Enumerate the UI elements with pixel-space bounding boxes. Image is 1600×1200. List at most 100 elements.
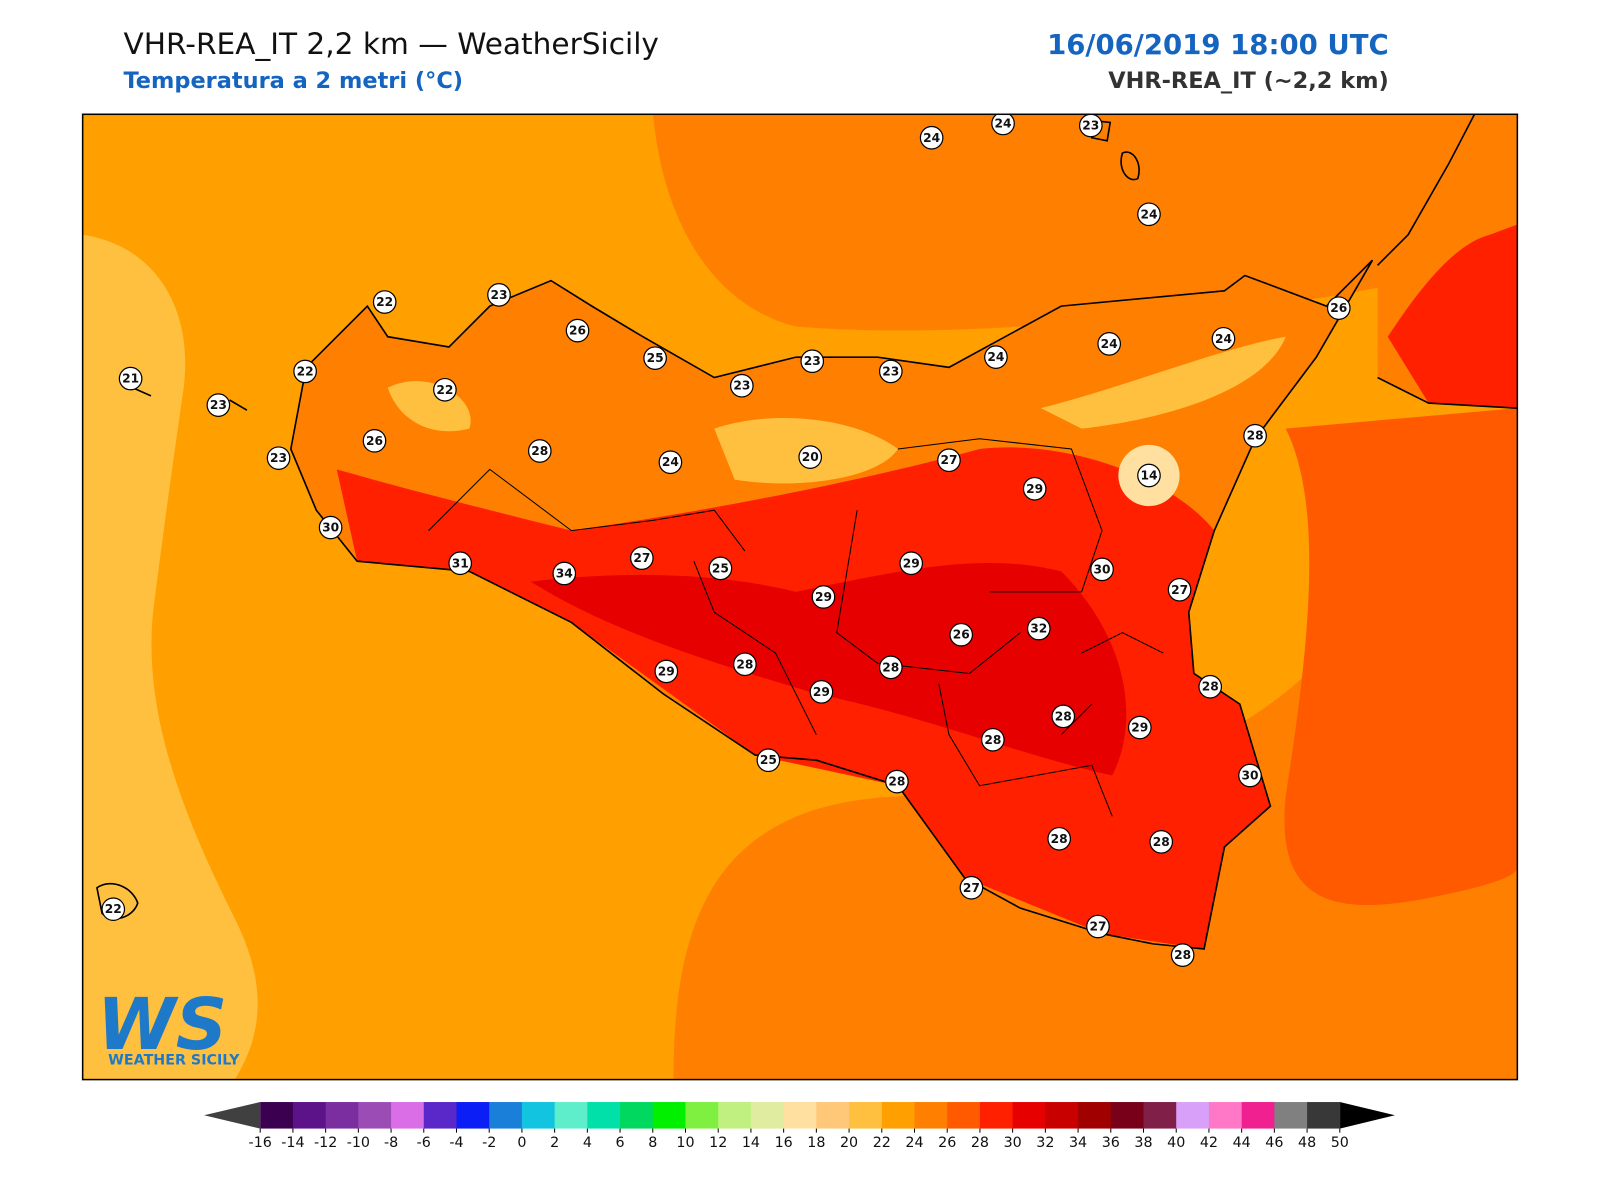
colorbar-segment	[325, 1102, 359, 1129]
colorbar-segment	[783, 1102, 817, 1129]
logo-mark: WS	[97, 983, 227, 1066]
station-value: 34	[556, 566, 573, 580]
logo: WS WEATHER SICILY	[97, 983, 240, 1068]
colorbar-segment	[358, 1102, 392, 1129]
colorbar-tick-label: 14	[742, 1135, 760, 1151]
colorbar-tick-label: 24	[905, 1135, 923, 1151]
station-value: 23	[804, 354, 821, 368]
station-marker	[1167, 577, 1192, 602]
station-value: 22	[376, 295, 393, 309]
station-value: 28	[736, 657, 753, 671]
colorbar-tick-label: 6	[616, 1135, 625, 1151]
colorbar-tick-label: -2	[482, 1135, 496, 1151]
colorbar-tick-label: 48	[1298, 1135, 1316, 1151]
sicily-coast	[289, 259, 1374, 950]
station-value: 23	[490, 288, 507, 302]
colorbar-segment	[718, 1102, 752, 1129]
station-marker	[527, 439, 552, 463]
station-marker	[878, 655, 903, 680]
station-value: 30	[1241, 769, 1258, 783]
colorbar-tick-label: -14	[281, 1135, 304, 1151]
station-marker	[1170, 943, 1195, 967]
station-marker	[949, 622, 974, 647]
colorbar-segment	[1274, 1102, 1308, 1129]
station-marker	[1086, 914, 1110, 939]
colorbar-segment	[1307, 1102, 1341, 1129]
station-value: 24	[1101, 337, 1118, 351]
station-value: 24	[923, 131, 940, 145]
calabria-warm	[1387, 224, 1518, 409]
model-label: VHR-REA_IT (~2,2 km)	[1108, 68, 1389, 94]
station-marker	[878, 359, 903, 384]
station-value: 26	[1330, 301, 1347, 315]
map-area: 24 24 23 24 22 23 26 25 23 23 23 24 24 24 26 21 23 22 22 26…	[82, 114, 1518, 1080]
station-value: 23	[1082, 119, 1099, 133]
station-marker	[1243, 423, 1267, 448]
station-marker	[118, 366, 143, 391]
colorbar-tick-label: 12	[709, 1135, 727, 1151]
station-value: 28	[984, 733, 1001, 747]
station-marker	[959, 875, 984, 900]
station-value: 30	[1094, 562, 1111, 576]
station-value: 22	[105, 902, 122, 916]
warm-sea-east	[1284, 408, 1518, 906]
station-value: 22	[436, 383, 453, 397]
station-value: 28	[1153, 835, 1170, 849]
station-value: 26	[569, 324, 586, 338]
colorbar-tick-label: 34	[1069, 1135, 1087, 1151]
station-marker	[101, 897, 126, 922]
station-value: 28	[531, 444, 548, 458]
colorbar-tick-label: -10	[347, 1135, 370, 1151]
station-marker	[981, 727, 1005, 752]
station-marker	[1127, 715, 1152, 740]
station-value: 29	[903, 556, 920, 570]
station-value: 28	[1051, 832, 1068, 846]
station-marker	[643, 346, 667, 370]
colorbar-segment	[816, 1102, 850, 1129]
colorbar-segment	[391, 1102, 425, 1129]
station-marker	[1149, 830, 1174, 854]
station-value: 24	[1215, 332, 1232, 346]
colorbar-tick-label: -16	[249, 1135, 272, 1151]
station-marker	[654, 659, 679, 684]
station-value: 32	[1030, 622, 1047, 636]
colorbar-segment	[914, 1102, 948, 1129]
station-marker	[362, 428, 387, 453]
station-marker	[800, 349, 825, 374]
station-value: 28	[1174, 948, 1191, 962]
stations: 24 24 23 24 22 23 26 25 23 23 23 24 24 24 26 21 23 22 22 26…	[101, 114, 1351, 967]
colorbar-segment	[554, 1102, 588, 1129]
station-marker	[708, 556, 733, 581]
station-value: 26	[953, 628, 970, 642]
station-marker	[1026, 616, 1051, 641]
station-marker	[733, 652, 757, 677]
station-value: 30	[322, 521, 339, 535]
cool-sea-band	[82, 234, 258, 1080]
calabria-coast	[1376, 114, 1518, 409]
station-value: 14	[1140, 469, 1157, 483]
colorbar-under	[204, 1102, 261, 1129]
colorbar-tick-label: 4	[583, 1135, 592, 1151]
colorbar-over	[1339, 1102, 1395, 1129]
station-marker	[1022, 476, 1047, 501]
colorbar-tick-label: 46	[1265, 1135, 1283, 1151]
station-value: 23	[882, 364, 899, 378]
station-value: 29	[815, 590, 832, 604]
colorbar-tick-label: 8	[648, 1135, 657, 1151]
station-marker	[919, 125, 944, 150]
colorbar-segment	[652, 1102, 687, 1129]
station-value: 23	[270, 451, 287, 465]
station-value: 28	[1055, 709, 1072, 723]
province-borders	[428, 438, 1164, 817]
colorbar-segment	[1176, 1102, 1210, 1129]
colorbar-tick-label: 30	[1004, 1135, 1022, 1151]
colorbar-tick-label: 22	[873, 1135, 891, 1151]
station-value: 27	[1089, 920, 1106, 934]
colorbar-segment	[1078, 1102, 1112, 1129]
station-marker	[630, 546, 654, 570]
station-value: 28	[888, 775, 905, 789]
islands	[96, 119, 1140, 920]
station-value: 28	[1247, 429, 1264, 443]
colorbar-segment	[1208, 1102, 1243, 1129]
